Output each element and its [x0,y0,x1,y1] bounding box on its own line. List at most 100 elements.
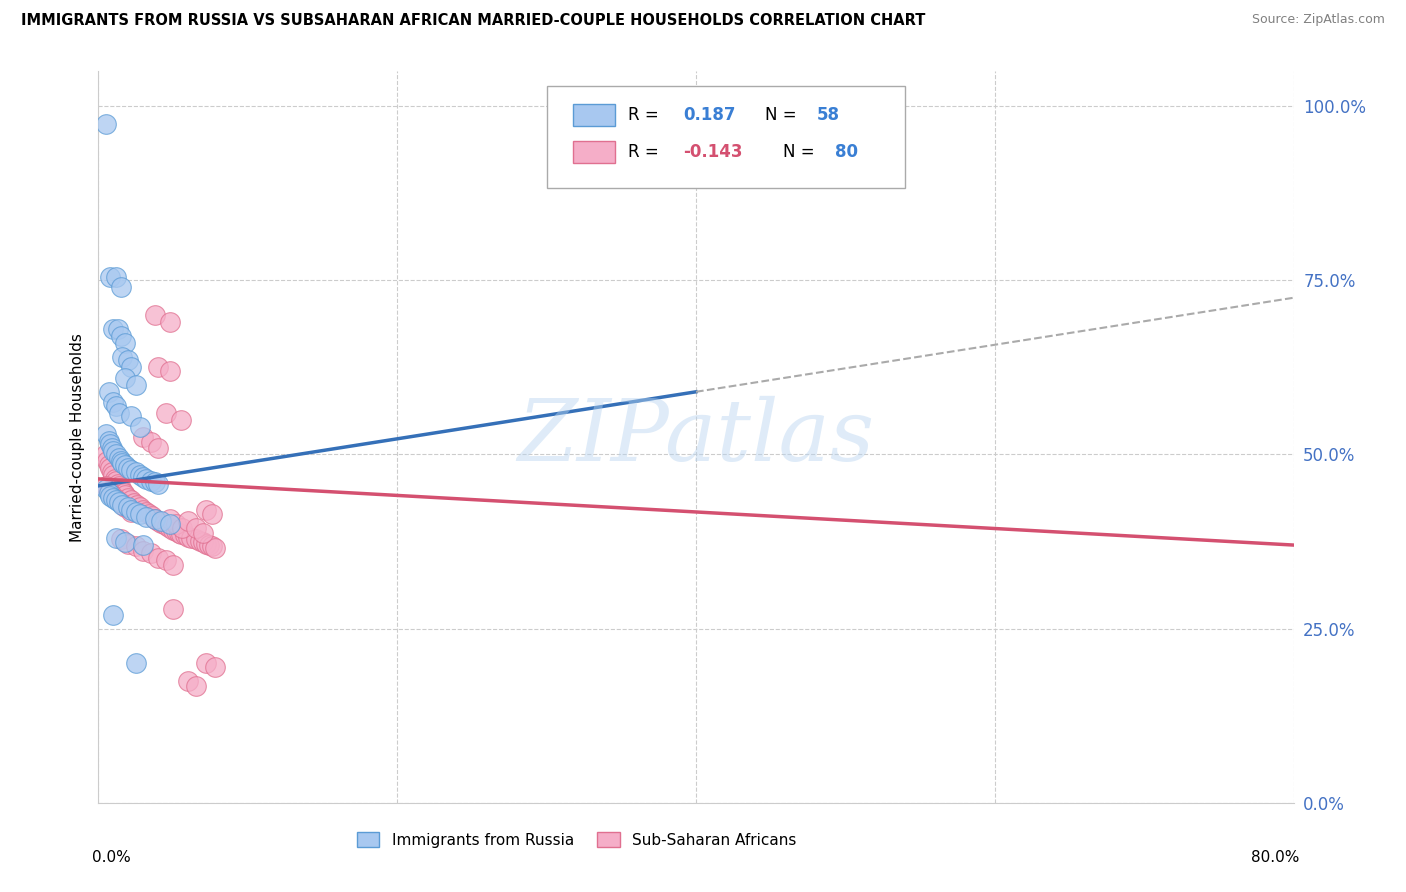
Point [108,406,131,420]
Y-axis label: Married-couple Households: Married-couple Households [69,333,84,541]
Point [105,492,128,507]
Point [110,280,132,294]
Point [97,485,120,500]
Point [172,521,194,535]
Point [188,533,211,548]
Point [101,441,124,455]
Point [94,483,117,497]
Text: 58: 58 [817,106,839,124]
Point [94,426,117,441]
Point [98,461,122,475]
Point [204,660,226,674]
Point [103,491,125,505]
Point [138,507,160,521]
Point [114,336,136,351]
Point [117,500,139,514]
Point [148,514,170,528]
Point [125,657,148,671]
Point [132,470,155,484]
Point [114,488,136,502]
Text: 0.187: 0.187 [683,106,735,124]
Point [135,510,157,524]
Point [103,395,125,409]
Point [177,530,200,544]
Point [111,498,134,512]
Point [98,489,122,503]
Point [153,517,176,532]
Text: R =: R = [628,106,664,124]
Point [125,505,148,519]
Point [167,525,190,540]
Point [107,476,129,491]
Text: Source: ZipAtlas.com: Source: ZipAtlas.com [1251,13,1385,27]
Point [97,483,120,498]
Point [114,500,136,514]
Point [104,472,127,486]
Point [114,371,136,385]
Point [94,117,117,131]
Point [117,491,139,505]
Point [117,536,139,550]
Point [110,481,132,495]
Point [117,461,139,475]
Legend: Immigrants from Russia, Sub-Saharan Africans: Immigrants from Russia, Sub-Saharan Afri… [350,825,803,854]
Point [184,679,207,693]
Point [120,503,142,517]
Point [108,479,131,493]
Point [139,546,162,560]
Point [159,511,181,525]
Point [114,458,136,472]
Point [103,607,125,622]
Point [103,468,125,483]
Point [129,500,152,515]
FancyBboxPatch shape [572,141,614,163]
Text: IMMIGRANTS FROM RUSSIA VS SUBSAHARAN AFRICAN MARRIED-COUPLE HOUSEHOLDS CORRELATI: IMMIGRANTS FROM RUSSIA VS SUBSAHARAN AFR… [21,13,925,29]
Point [162,523,184,537]
Point [129,507,152,521]
Point [195,657,218,671]
Point [125,540,148,554]
Point [141,508,163,523]
Point [143,475,166,490]
Point [120,360,142,375]
Point [103,444,125,458]
Point [110,496,132,510]
Point [129,419,152,434]
Point [110,454,132,468]
Point [135,472,157,486]
Point [204,541,226,555]
Point [148,441,170,455]
Point [96,454,118,468]
Text: 0.0%: 0.0% [93,850,131,865]
Point [139,474,162,488]
Point [108,495,131,509]
Point [98,437,122,451]
Point [120,505,142,519]
Text: -0.143: -0.143 [683,143,742,161]
Point [111,350,134,364]
Point [191,525,214,540]
Point [143,511,166,525]
Point [132,538,155,552]
Point [105,474,128,488]
Text: N =: N = [765,106,803,124]
FancyBboxPatch shape [547,86,905,188]
Point [97,458,120,472]
Point [132,503,155,517]
Point [105,531,128,545]
Text: R =: R = [628,143,664,161]
Point [184,521,207,535]
Point [155,406,177,420]
Text: 80: 80 [835,143,858,161]
FancyBboxPatch shape [572,104,614,127]
Point [177,673,200,688]
Point [97,434,120,448]
Point [120,409,142,424]
Point [201,540,224,554]
Point [107,322,129,336]
Point [110,329,132,343]
Point [201,507,224,521]
Point [177,514,200,528]
Point [195,536,218,550]
Point [148,476,170,491]
